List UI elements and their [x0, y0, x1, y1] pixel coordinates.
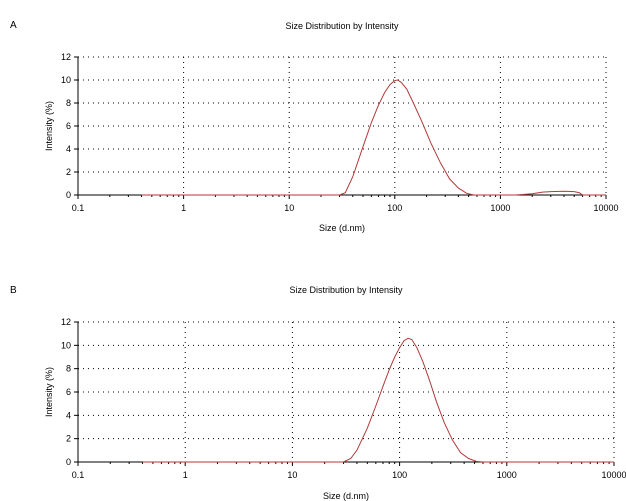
panel-letter-a: A: [10, 20, 17, 31]
y-axis-label: Intensity (%): [44, 367, 54, 417]
x-tick-label: 100: [392, 470, 407, 480]
y-tick-label: 12: [61, 317, 71, 327]
y-tick-label: 0: [66, 457, 71, 467]
y-tick-label: 10: [61, 340, 71, 350]
y-tick-label: 2: [66, 434, 71, 444]
chart-title: Size Distribution by Intensity: [285, 21, 399, 31]
y-tick-label: 8: [66, 98, 71, 108]
y-tick-label: 12: [61, 52, 71, 62]
x-axis-label: Size (d.nm): [323, 491, 369, 501]
x-tick-label: 1000: [497, 470, 517, 480]
x-tick-label: 1: [183, 470, 188, 480]
x-tick-label: 0.1: [72, 203, 85, 213]
panel-letter-b: B: [10, 285, 17, 296]
y-tick-label: 8: [66, 364, 71, 374]
chart-title: Size Distribution by Intensity: [289, 285, 403, 295]
chart-a: Size Distribution by Intensity 0 2 4 6 8 10 12 0…: [44, 21, 619, 233]
y-tick-label: 4: [66, 410, 71, 420]
x-axis-label: Size (d.nm): [319, 223, 365, 233]
x-tick-label: 1: [181, 203, 186, 213]
x-tick-label: 100: [387, 203, 402, 213]
series-line-0: [142, 337, 614, 463]
y-tick-label: 6: [66, 387, 71, 397]
y-axis-label: Intensity (%): [44, 101, 54, 151]
x-tick-label: 1000: [490, 203, 510, 213]
y-tick-label: 2: [66, 167, 71, 177]
x-tick-label: 0.1: [72, 470, 85, 480]
x-tick-label: 10: [287, 470, 297, 480]
y-tick-label: 4: [66, 144, 71, 154]
y-tick-label: 6: [66, 121, 71, 131]
x-tick-label: 10: [284, 203, 294, 213]
x-tick-label: 10000: [593, 203, 618, 213]
y-tick-label: 10: [61, 75, 71, 85]
series-line-0: [141, 79, 606, 196]
chart-b: Size Distribution by Intensity 0 2 4 6 8 10 12 0…: [44, 285, 626, 501]
y-tick-label: 0: [66, 190, 71, 200]
x-tick-label: 10000: [601, 470, 626, 480]
